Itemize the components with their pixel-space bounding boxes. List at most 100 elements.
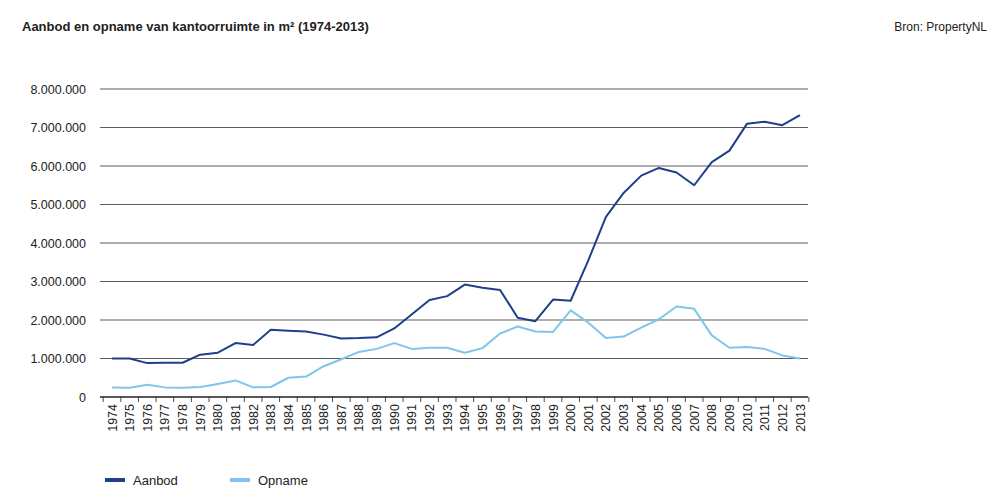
series-line — [112, 307, 800, 388]
x-tick — [244, 397, 245, 402]
x-tick — [738, 397, 739, 402]
x-tick — [156, 397, 157, 402]
x-tick-label: 2002 — [599, 404, 613, 432]
x-tick-label: 2008 — [705, 404, 719, 432]
x-tick — [456, 397, 457, 402]
x-tick-label: 1975 — [123, 404, 137, 432]
x-tick — [491, 397, 492, 402]
x-tick — [367, 397, 368, 402]
x-tick-label: 1994 — [458, 404, 472, 432]
x-tick-label: 1991 — [405, 404, 419, 432]
x-tick — [438, 397, 439, 402]
x-tick — [420, 397, 421, 402]
x-tick — [226, 397, 227, 402]
x-tick-label: 2001 — [582, 404, 596, 432]
plot-area — [112, 115, 800, 388]
x-tick — [332, 397, 333, 402]
x-tick-label: 1992 — [423, 404, 437, 432]
x-tick — [191, 397, 192, 402]
x-tick — [120, 397, 121, 402]
grid-line — [100, 127, 808, 128]
x-tick — [403, 397, 404, 402]
grid-line — [100, 166, 808, 167]
x-tick-label: 1978 — [176, 404, 190, 432]
x-tick — [173, 397, 174, 402]
title: Aanbod en opname van kantoorruimte in m²… — [22, 19, 369, 34]
x-tick-label: 1990 — [388, 404, 402, 432]
x-tick-label: 1981 — [229, 404, 243, 432]
x-tick-label: 2013 — [794, 404, 808, 432]
x-tick — [791, 397, 792, 402]
grid-line — [100, 89, 808, 90]
x-tick — [473, 397, 474, 402]
legend-label: Opname — [258, 473, 308, 488]
x-tick — [755, 397, 756, 402]
x-tick-label: 2004 — [635, 404, 649, 432]
y-tick-label: 4.000.000 — [30, 237, 86, 251]
y-tick-label: 2.000.000 — [30, 314, 86, 328]
x-tick-label: 1980 — [211, 404, 225, 432]
x-tick-label: 1985 — [300, 404, 314, 432]
x-tick-label: 2005 — [652, 404, 666, 432]
x-tick — [650, 397, 651, 402]
x-tick-label: 1995 — [476, 404, 490, 432]
x-tick-label: 2009 — [723, 404, 737, 432]
x-tick-label: 1986 — [317, 404, 331, 432]
grid-line — [100, 204, 808, 205]
x-tick-label: 2000 — [564, 404, 578, 432]
x-tick-label: 1977 — [158, 404, 172, 432]
x-tick — [632, 397, 633, 402]
x-tick-label: 2012 — [776, 404, 790, 432]
legend-swatch — [105, 478, 125, 482]
x-tick — [508, 397, 509, 402]
x-tick — [773, 397, 774, 402]
grid-line — [100, 243, 808, 244]
x-tick-label: 1988 — [352, 404, 366, 432]
y-tick-label: 7.000.000 — [30, 121, 86, 135]
x-tick-label: 1996 — [494, 404, 508, 432]
x-tick — [209, 397, 210, 402]
x-tick — [614, 397, 615, 402]
x-tick — [597, 397, 598, 402]
y-tick-label: 8.000.000 — [30, 83, 86, 97]
x-tick — [526, 397, 527, 402]
x-tick-label: 1984 — [282, 404, 296, 432]
legend-swatch — [230, 478, 250, 482]
x-tick — [720, 397, 721, 402]
x-tick-label: 2003 — [617, 404, 631, 432]
x-tick — [261, 397, 262, 402]
x-tick — [314, 397, 315, 402]
x-tick-label: 1976 — [141, 404, 155, 432]
y-tick-label: 6.000.000 — [30, 160, 86, 174]
x-tick — [561, 397, 562, 402]
x-tick-label: 1982 — [247, 404, 261, 432]
x-tick-label: 1974 — [106, 404, 120, 432]
legend-label: Aanbod — [133, 473, 178, 488]
x-tick — [685, 397, 686, 402]
x-tick — [385, 397, 386, 402]
x-tick-label: 1999 — [547, 404, 561, 432]
y-tick-label: 1.000.000 — [30, 352, 86, 366]
y-tick-label: 5.000.000 — [30, 198, 86, 212]
x-tick-label: 1989 — [370, 404, 384, 432]
x-tick-label: 1983 — [264, 404, 278, 432]
x-tick — [297, 397, 298, 402]
x-tick-label: 1993 — [441, 404, 455, 432]
x-tick — [579, 397, 580, 402]
x-tick — [544, 397, 545, 402]
x-tick — [667, 397, 668, 402]
source: Bron: PropertyNL — [894, 20, 987, 34]
x-tick-label: 2011 — [758, 404, 772, 431]
x-tick-label: 2010 — [741, 404, 755, 432]
x-tick-label: 2006 — [670, 404, 684, 432]
x-tick-label: 2007 — [688, 404, 702, 432]
grid-line — [100, 396, 808, 397]
x-tick-label: 1998 — [529, 404, 543, 432]
x-tick-label: 1979 — [194, 404, 208, 432]
x-tick — [279, 397, 280, 402]
series-line — [112, 115, 800, 363]
x-axis — [100, 396, 808, 397]
y-tick-label: 0 — [79, 391, 86, 405]
grid-line — [100, 358, 808, 359]
x-tick-label: 1987 — [335, 404, 349, 432]
